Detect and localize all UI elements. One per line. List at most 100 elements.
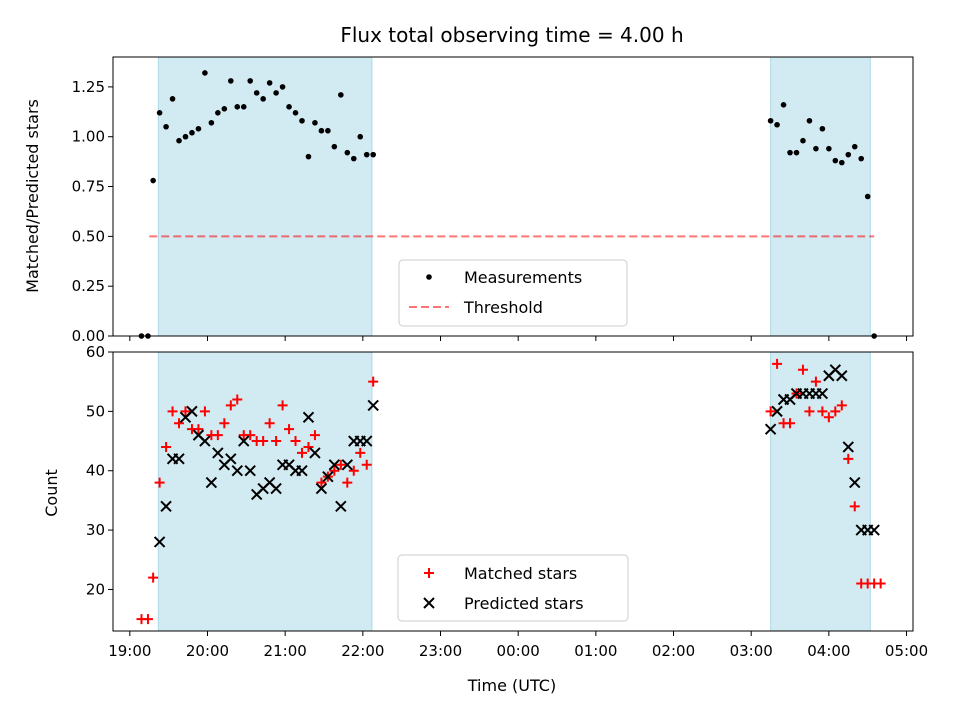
predicted-star-point: [341, 459, 354, 471]
matched-star-point: [804, 406, 815, 417]
measurement-point: [163, 123, 169, 130]
measurement-point: [800, 137, 806, 144]
matched-star-point: [329, 465, 340, 476]
measurement-point: [189, 129, 195, 136]
predicted-star-point: [296, 465, 308, 477]
predicted-star-point: [238, 435, 250, 447]
predicted-star-point: [225, 453, 237, 465]
legend-label: Predicted stars: [464, 594, 584, 613]
matched-star-point: [290, 436, 301, 447]
matched-star-point: [219, 418, 230, 429]
legend-label: Threshold: [463, 298, 543, 317]
y-tick-label: 0.50: [72, 227, 105, 245]
predicted-star-point: [212, 447, 224, 459]
matched-star-point: [361, 459, 372, 470]
count-panel: 20 30 40 50 60 19:00 20:00 21:00 22:00 23:00 00:00…: [86, 343, 928, 660]
y-tick-label: 1.25: [72, 78, 105, 96]
measurement-point: [253, 90, 260, 96]
legend-frame: [398, 259, 628, 327]
y-tick-label: 0.25: [72, 277, 105, 295]
predicted-star-point: [244, 465, 256, 477]
matched-star-point: [174, 418, 185, 429]
x-axis-label: Time (UTC): [467, 676, 556, 695]
matched-star-point: [348, 465, 359, 476]
y-tick-label: 20: [86, 580, 105, 598]
x-tick-label: 03:00: [730, 642, 773, 660]
observing-window-band: [157, 56, 373, 337]
measurement-point: [793, 149, 800, 156]
x-tick-label: 23:00: [419, 642, 462, 660]
matched-star-point: [148, 572, 159, 583]
measurement-point: [247, 78, 254, 84]
x-tick-label: 00:00: [497, 642, 540, 660]
measurement-point: [279, 84, 286, 90]
matched-star-point: [309, 430, 320, 441]
y-tick-label: 50: [86, 402, 105, 420]
predicted-star-point: [764, 423, 777, 435]
measurement-point: [318, 127, 325, 134]
x-tick-label: 02:00: [652, 642, 695, 660]
measurement-point: [156, 110, 163, 116]
x-tick-label: 21:00: [264, 642, 307, 660]
matched-star-point: [849, 501, 860, 512]
measurement-point: [331, 143, 338, 150]
predicted-star-point: [302, 411, 315, 424]
matched-star-point: [342, 477, 353, 488]
matched-star-point: [303, 441, 314, 452]
matched-star-point: [817, 406, 828, 417]
predicted-star-point: [367, 399, 379, 412]
measurement-point: [774, 121, 780, 128]
measurement-point: [819, 125, 826, 132]
predicted-star-point: [771, 405, 783, 418]
bottom-y-axis-label: Count: [42, 469, 61, 517]
top-y-axis-label: Matched/Predicted stars: [23, 99, 42, 293]
matched-star-point: [810, 376, 821, 387]
y-tick-label: 0.00: [72, 327, 105, 345]
bottom-legend: Matched stars Predicted stars: [397, 554, 629, 622]
measurement-point: [780, 102, 787, 108]
matched-star-point: [765, 406, 776, 417]
matched-star-point: [193, 424, 204, 435]
legend-frame: [397, 554, 629, 622]
predicted-star-point: [231, 465, 243, 477]
matched-star-point: [271, 436, 282, 447]
predicted-star-point: [160, 500, 172, 513]
predicted-star-point: [361, 435, 373, 447]
measurement-point: [234, 104, 241, 110]
observing-window-band: [770, 351, 871, 632]
chart-title: Flux total observing time = 4.00 h: [340, 23, 683, 47]
matched-star-point: [245, 430, 256, 441]
measurement-point: [338, 92, 344, 98]
x-tick-label: 19:00: [108, 642, 151, 660]
measurement-point: [832, 157, 839, 164]
predicted-star-point: [315, 482, 328, 495]
measurement-point: [864, 193, 871, 200]
matched-star-point: [161, 441, 172, 452]
predicted-star-point: [816, 387, 829, 400]
predicted-star-point: [868, 524, 880, 536]
observing-window-band: [770, 56, 871, 337]
predicted-star-point: [842, 441, 854, 453]
matched-star-point: [277, 400, 288, 411]
matched-star-point: [797, 364, 808, 375]
measurement-point: [839, 159, 845, 166]
measurement-point: [767, 117, 774, 124]
matched-star-point: [296, 447, 307, 458]
measurement-point: [344, 149, 351, 156]
legend-label: Measurements: [464, 268, 582, 287]
predicted-star-point: [309, 447, 321, 459]
measurement-point: [286, 104, 292, 110]
measurement-point: [195, 125, 202, 132]
predicted-star-point: [205, 476, 218, 489]
y-tick-label: 0.75: [72, 178, 105, 196]
legend-predicted-marker: [423, 597, 435, 609]
legend-matched-marker: [424, 568, 434, 578]
predicted-star-point: [270, 482, 282, 495]
measurement-point: [806, 117, 813, 124]
matched-star-point: [154, 477, 165, 488]
measurement-point: [260, 96, 266, 102]
measurement-point: [787, 149, 793, 156]
matched-star-point: [180, 406, 191, 417]
measurement-point: [858, 155, 865, 162]
